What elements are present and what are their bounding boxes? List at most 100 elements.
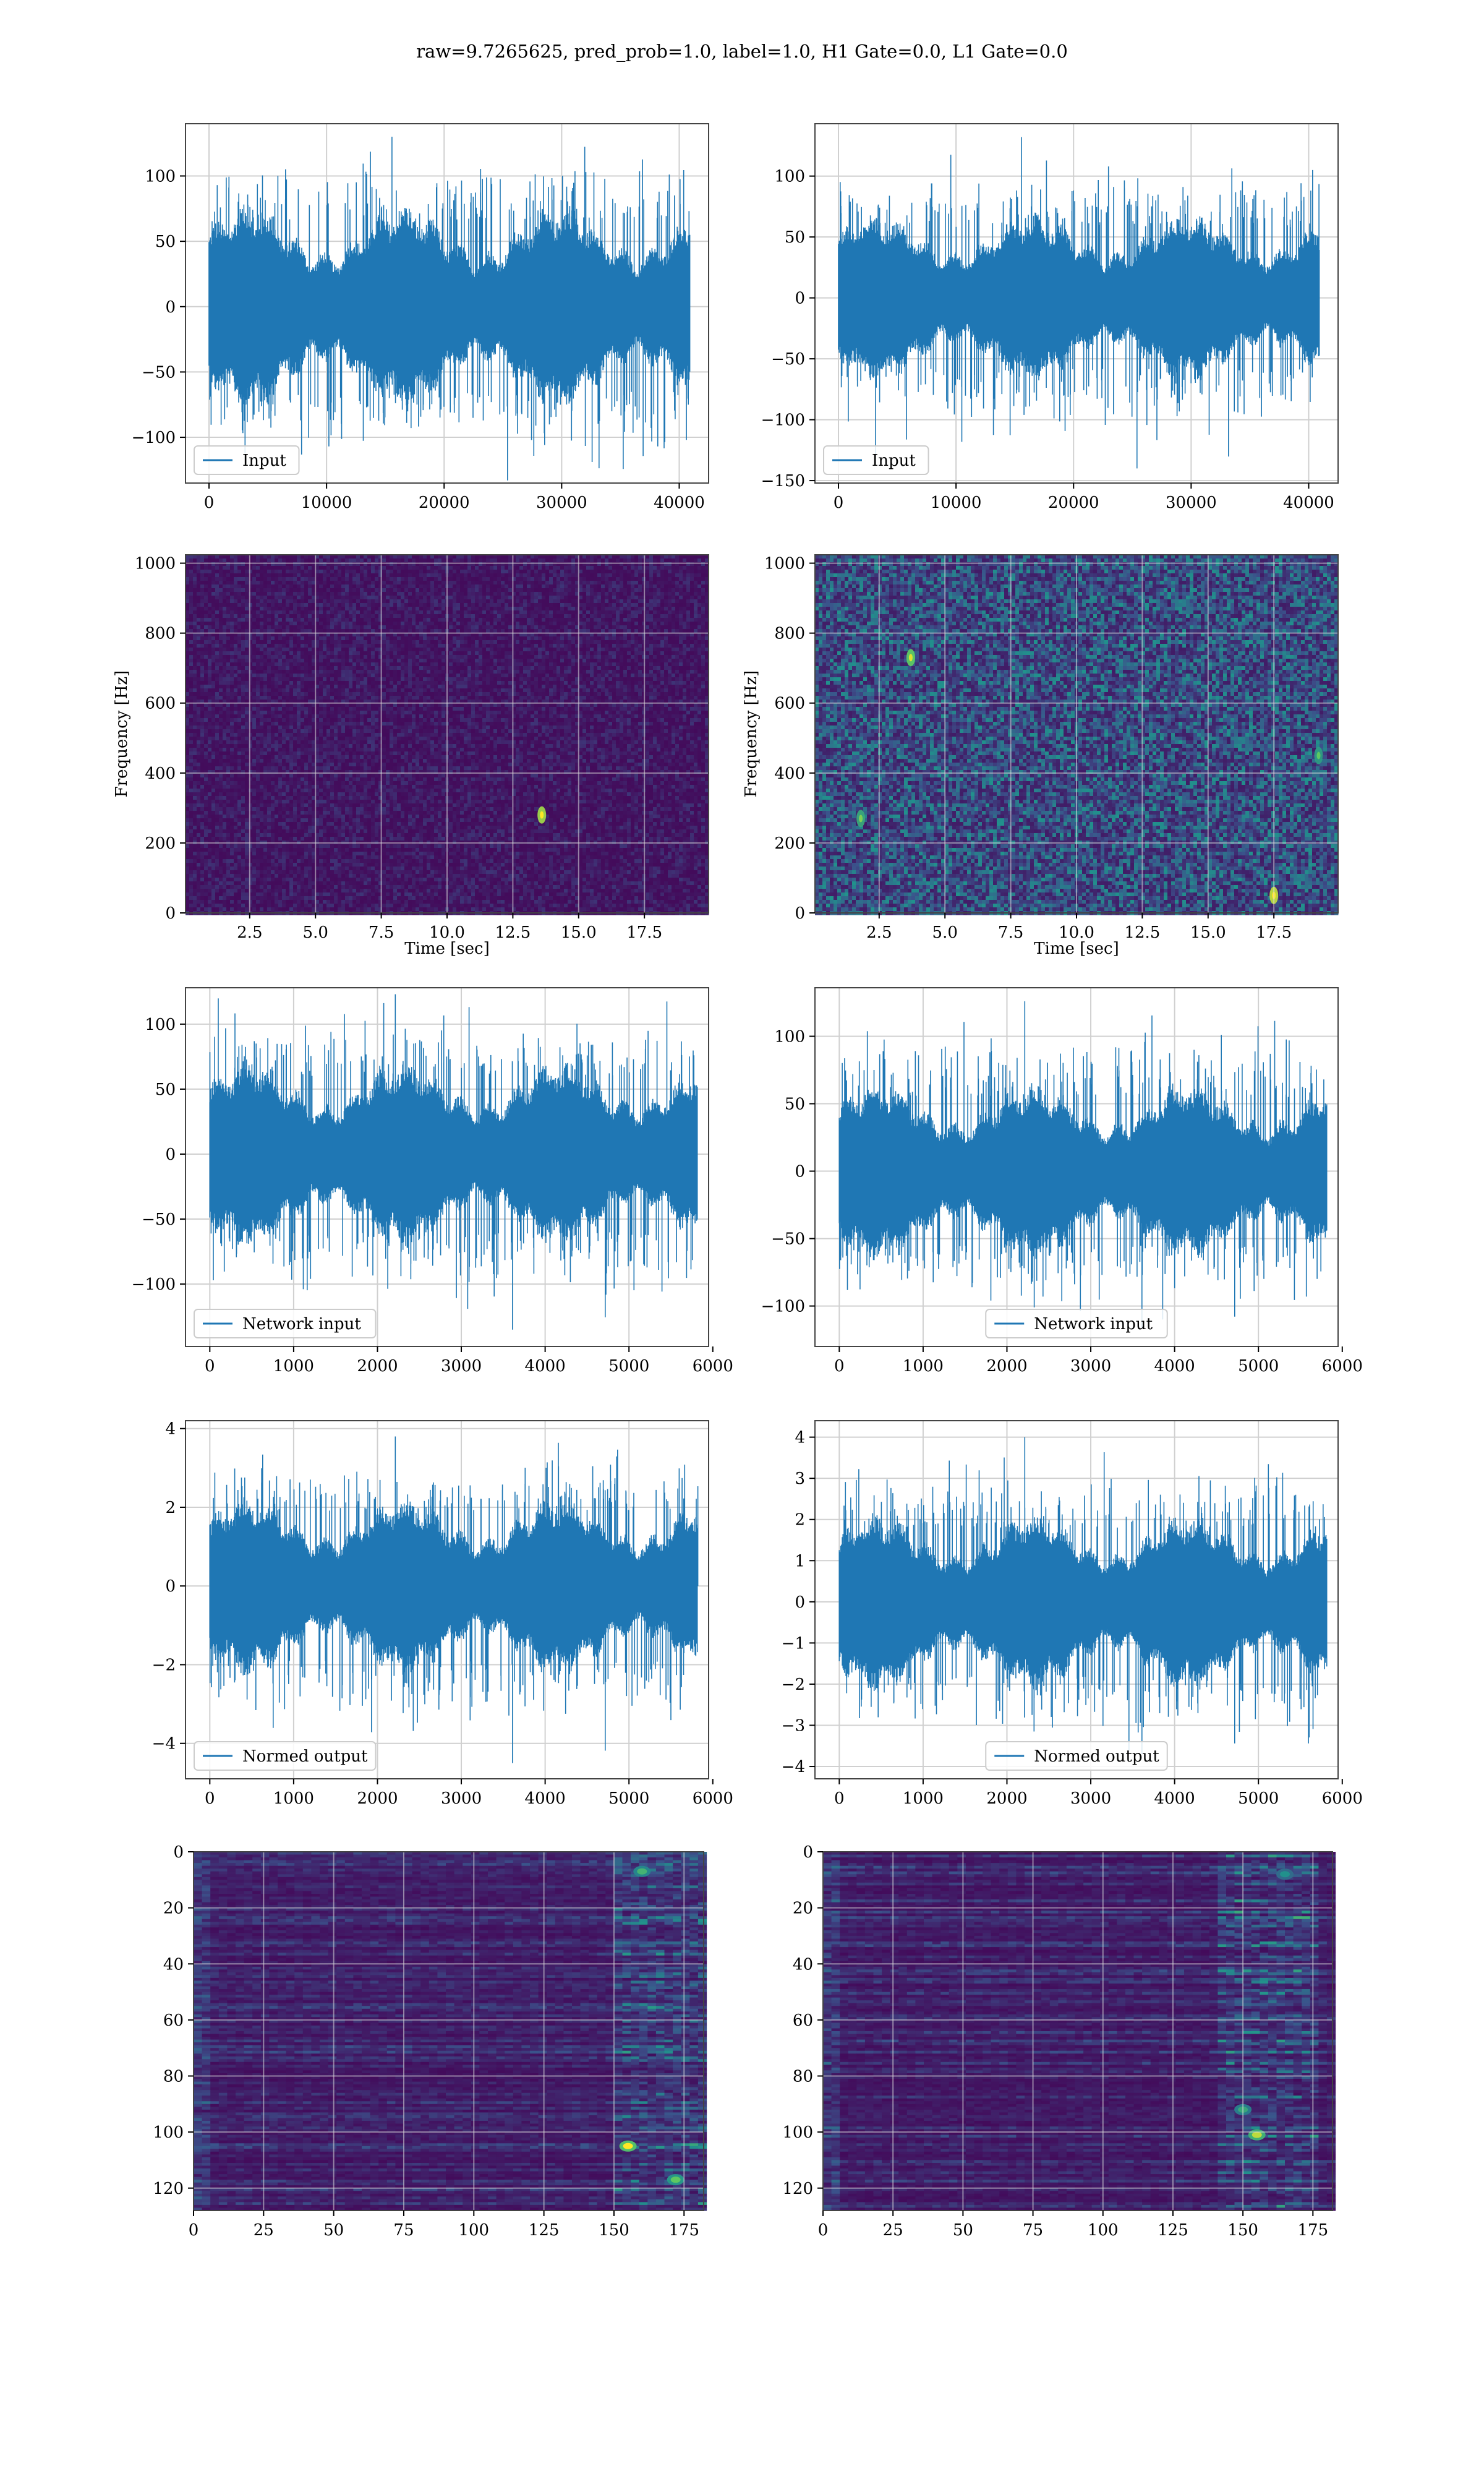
heatmap-cell bbox=[501, 622, 505, 626]
heatmap-cell bbox=[490, 662, 494, 667]
heatmap-cell bbox=[672, 666, 676, 670]
heatmap-cell bbox=[467, 592, 472, 596]
heatmap-cell bbox=[449, 573, 453, 578]
heatmap-cell bbox=[634, 581, 639, 585]
heatmap-cell bbox=[686, 599, 691, 604]
heatmap-cell bbox=[341, 659, 346, 663]
heatmap-cell bbox=[534, 636, 539, 641]
heatmap-cell bbox=[211, 670, 216, 674]
heatmap-cell bbox=[508, 588, 513, 593]
heatmap-cell bbox=[531, 670, 535, 674]
heatmap-cell bbox=[608, 651, 613, 656]
heatmap-cell bbox=[638, 566, 642, 570]
heatmap-cell bbox=[293, 622, 297, 626]
heatmap-cell bbox=[271, 577, 275, 581]
heatmap-cell bbox=[623, 644, 628, 648]
heatmap-cell bbox=[620, 588, 624, 593]
heatmap-cell bbox=[326, 644, 331, 648]
heatmap-cell bbox=[657, 603, 661, 607]
heatmap-cell bbox=[330, 662, 335, 667]
heatmap-cell bbox=[508, 584, 513, 589]
heatmap-cell bbox=[560, 636, 565, 641]
heatmap-cell bbox=[579, 622, 583, 626]
heatmap-cell bbox=[204, 662, 208, 667]
heatmap-cell bbox=[542, 666, 546, 670]
heatmap-cell bbox=[408, 640, 412, 644]
heatmap-cell bbox=[620, 651, 624, 656]
heatmap-cell bbox=[646, 629, 650, 633]
heatmap-cell bbox=[549, 666, 553, 670]
heatmap-cell bbox=[260, 573, 264, 578]
heatmap-cell bbox=[215, 610, 220, 615]
heatmap-cell bbox=[701, 566, 706, 570]
heatmap-cell bbox=[371, 603, 375, 607]
heatmap-cell bbox=[697, 651, 702, 656]
heatmap-cell bbox=[467, 618, 472, 622]
heatmap-cell bbox=[453, 648, 457, 652]
heatmap-cell bbox=[534, 651, 539, 656]
heatmap-cell bbox=[686, 577, 691, 581]
legend[interactable]: Input bbox=[824, 446, 929, 474]
heatmap-cell bbox=[345, 674, 349, 678]
heatmap-cell bbox=[553, 662, 557, 667]
heatmap-cell bbox=[501, 559, 505, 563]
heatmap-cell bbox=[490, 681, 494, 685]
heatmap-cell bbox=[360, 603, 364, 607]
heatmap-cell bbox=[412, 651, 416, 656]
heatmap-cell bbox=[189, 666, 194, 670]
heatmap-cell bbox=[401, 651, 405, 656]
heatmap-cell bbox=[404, 573, 409, 578]
heatmap-cell bbox=[360, 636, 364, 641]
heatmap-cell bbox=[297, 584, 301, 589]
heatmap-cell bbox=[204, 618, 208, 622]
heatmap-cell bbox=[638, 603, 642, 607]
heatmap-cell bbox=[638, 659, 642, 663]
heatmap-cell bbox=[627, 644, 631, 648]
legend[interactable]: Input bbox=[194, 446, 299, 474]
heatmap-cell bbox=[282, 610, 286, 615]
heatmap-cell bbox=[189, 599, 194, 604]
heatmap-cell bbox=[308, 573, 312, 578]
heatmap-cell bbox=[367, 674, 372, 678]
heatmap-cell bbox=[538, 599, 542, 604]
heatmap-cell bbox=[582, 622, 587, 626]
heatmap-cell bbox=[364, 677, 368, 682]
heatmap-cell bbox=[516, 566, 520, 570]
heatmap-cell bbox=[360, 670, 364, 674]
heatmap-cell bbox=[401, 596, 405, 600]
heatmap-cell bbox=[301, 577, 305, 581]
heatmap-cell bbox=[263, 573, 268, 578]
heatmap-cell bbox=[634, 625, 639, 630]
heatmap-cell bbox=[582, 573, 587, 578]
heatmap-cell bbox=[352, 592, 357, 596]
heatmap-cell bbox=[263, 662, 268, 667]
heatmap-cell bbox=[479, 629, 483, 633]
heatmap-cell bbox=[434, 559, 438, 563]
heatmap-cell bbox=[401, 666, 405, 670]
heatmap-cell bbox=[278, 577, 283, 581]
heatmap-cell bbox=[408, 670, 412, 674]
heatmap-cell bbox=[326, 573, 331, 578]
heatmap-cell bbox=[601, 577, 605, 581]
heatmap-cell bbox=[408, 596, 412, 600]
heatmap-cell bbox=[486, 681, 490, 685]
heatmap-cell bbox=[634, 577, 639, 581]
heatmap-cell bbox=[668, 677, 672, 682]
heatmap-cell bbox=[501, 629, 505, 633]
heatmap-cell bbox=[304, 614, 309, 618]
heatmap-cell bbox=[579, 581, 583, 585]
heatmap-cell bbox=[356, 566, 360, 570]
heatmap-cell bbox=[423, 625, 427, 630]
heatmap-cell bbox=[616, 581, 620, 585]
heatmap-cell bbox=[286, 648, 290, 652]
heatmap-cell bbox=[560, 677, 565, 682]
heatmap-cell bbox=[501, 674, 505, 678]
heatmap-cell bbox=[241, 599, 245, 604]
heatmap-cell bbox=[697, 614, 702, 618]
heatmap-cell bbox=[338, 636, 342, 641]
heatmap-cell bbox=[456, 648, 461, 652]
heatmap-cell bbox=[672, 655, 676, 659]
heatmap-cell bbox=[686, 662, 691, 667]
heatmap-cell bbox=[334, 599, 338, 604]
heatmap-cell bbox=[490, 651, 494, 656]
